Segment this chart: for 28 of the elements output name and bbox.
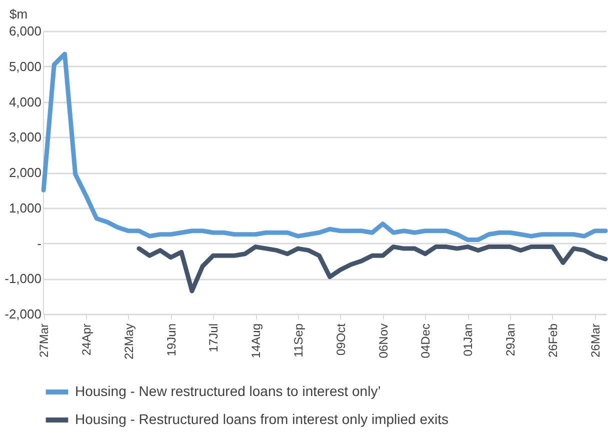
y-tick-label: 1,000: [8, 200, 42, 216]
x-tick-label: 22May: [122, 324, 136, 360]
x-tick-label: 24Apr: [79, 324, 94, 356]
y-axis-title: $m: [10, 6, 28, 22]
line-series: [136, 244, 608, 294]
x-tick-label: 26Feb: [546, 323, 560, 358]
x-tick-label: 26Mar: [588, 324, 602, 358]
x-tick-label: 04Dec: [418, 324, 433, 358]
x-tick-label: 19Jun: [164, 324, 178, 356]
legend-label: Housing - Restructured loans from interest only implied exits: [75, 411, 448, 427]
y-tick-label: 5,000: [8, 58, 42, 74]
y-tick-label: 6,000: [8, 24, 42, 38]
y-tick-label: -: [37, 236, 42, 251]
y-tick-label: -2,000: [4, 306, 42, 322]
y-tick-label: 4,000: [8, 94, 42, 110]
x-tick-label: 09Oct: [334, 322, 348, 356]
line-series: [41, 52, 608, 242]
x-tick-label: 27Mar: [37, 324, 52, 358]
y-tick-label: -1,000: [4, 271, 42, 286]
legend-label: Housing - New restructured loans to interest only’: [75, 383, 381, 399]
x-tick-label: 29Jan: [504, 324, 518, 356]
x-tick-label: 17Jul: [206, 324, 221, 352]
x-tick-label: 01Jan: [461, 324, 476, 356]
x-tick-label: 06Nov: [376, 324, 390, 358]
x-tick-label: 14Aug: [249, 324, 264, 358]
y-tick-label: 2,000: [8, 165, 42, 180]
y-tick-label: 3,000: [8, 130, 42, 145]
x-tick-label: 11Sep: [291, 323, 306, 358]
